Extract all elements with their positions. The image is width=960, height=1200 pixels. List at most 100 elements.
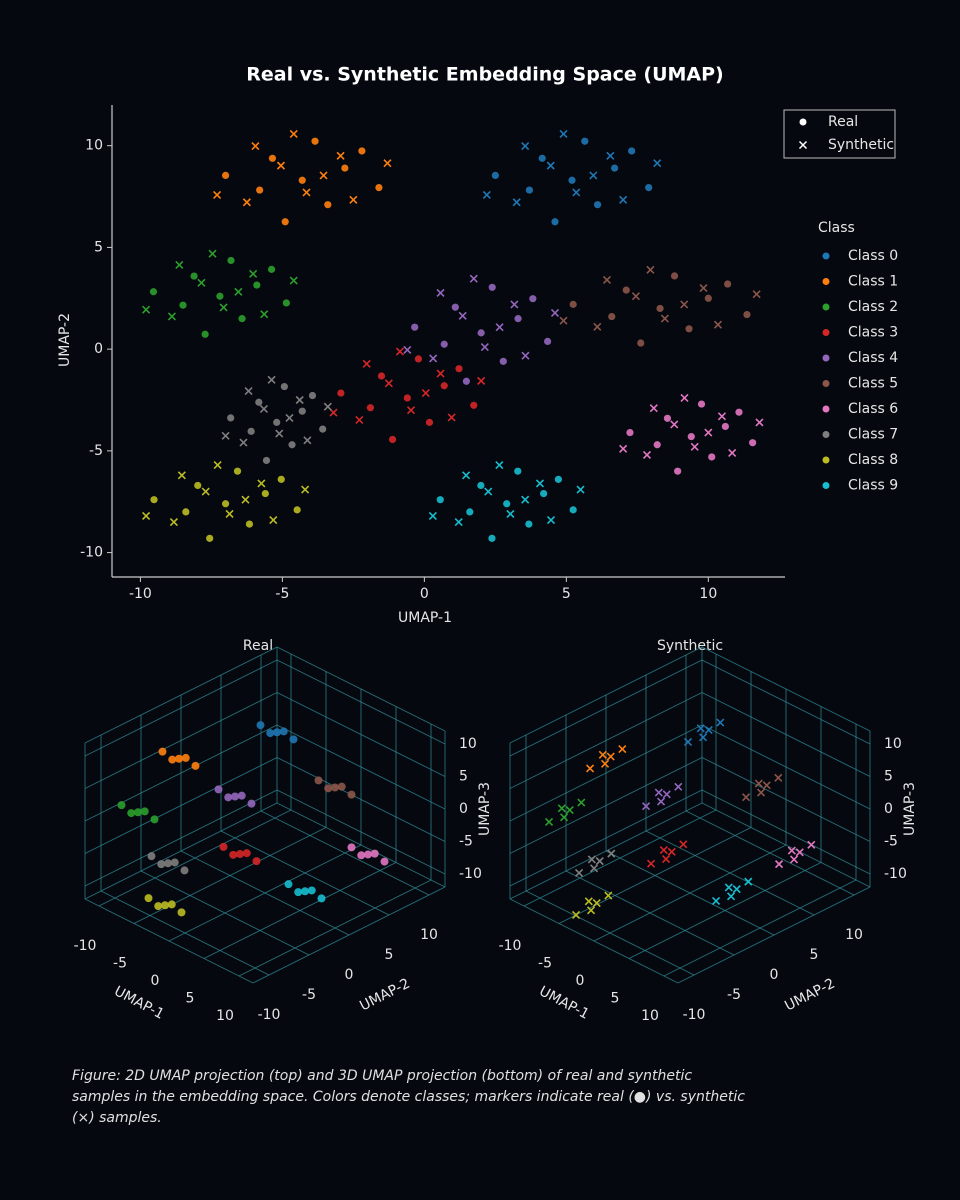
point-real	[540, 489, 548, 498]
point-real	[529, 295, 537, 303]
point-synthetic	[336, 151, 345, 160]
grid-line	[84, 757, 278, 854]
point-3d	[180, 866, 189, 875]
point-synthetic	[755, 418, 764, 427]
point-real	[697, 400, 706, 408]
point-3d	[598, 750, 607, 759]
y-tick-label: -5	[302, 987, 316, 1003]
point-synthetic	[602, 275, 612, 285]
point-real	[377, 372, 386, 380]
point-synthetic	[197, 278, 206, 287]
legend-label: Class 1	[848, 274, 898, 290]
point-3d	[679, 840, 688, 849]
point-synthetic	[383, 159, 392, 168]
legend-label: Synthetic	[828, 137, 894, 153]
point-synthetic	[142, 511, 151, 521]
point-3d	[744, 877, 753, 886]
grid-line	[509, 789, 703, 887]
point-3d	[656, 797, 666, 806]
point-real	[337, 389, 345, 397]
legend-swatch	[822, 482, 830, 489]
point-real	[253, 281, 261, 289]
point-real	[268, 154, 277, 162]
point-synthetic	[670, 420, 679, 429]
grid-line	[100, 890, 270, 976]
point-3d	[181, 753, 190, 762]
grid-line	[180, 850, 350, 936]
point-synthetic	[495, 461, 504, 470]
point-real	[525, 520, 533, 528]
point-real	[256, 186, 264, 194]
point-3d	[134, 808, 142, 817]
point-3d	[557, 804, 566, 813]
point-synthetic	[302, 188, 311, 197]
grid-line	[220, 830, 390, 916]
point-3d	[307, 886, 316, 895]
point-synthetic	[550, 308, 560, 317]
point-synthetic	[142, 305, 151, 314]
point-3d	[641, 802, 651, 811]
point-synthetic	[546, 161, 555, 170]
grid-line	[140, 870, 310, 956]
point-real	[685, 325, 693, 333]
point-synthetic	[319, 171, 328, 180]
legend-label: Class 4	[848, 350, 898, 366]
point-real	[674, 467, 682, 475]
point-3d	[364, 850, 372, 859]
grid-line	[276, 789, 446, 875]
point-3d	[595, 857, 604, 866]
point-synthetic	[169, 518, 178, 527]
x-tick-label: 5	[562, 586, 571, 602]
legend-swatch	[822, 405, 830, 413]
point-3d	[654, 788, 663, 797]
point-real	[581, 137, 589, 145]
point-3d	[698, 733, 708, 742]
point-synthetic	[201, 487, 210, 496]
point-real	[277, 475, 285, 483]
point-real	[440, 382, 448, 390]
point-real	[221, 500, 230, 508]
point-3d	[284, 880, 293, 889]
point-3d	[762, 781, 771, 790]
x-tick-label: -10	[499, 938, 522, 954]
point-real	[544, 337, 552, 346]
point-real	[150, 496, 158, 504]
z-tick-label: -5	[884, 834, 898, 850]
point-synthetic	[275, 429, 284, 438]
point-3d	[754, 779, 763, 788]
point-real	[308, 391, 317, 400]
point-3d	[807, 840, 816, 849]
x-tick-label: 10	[216, 1008, 234, 1024]
x-tick-label: 5	[611, 991, 620, 1007]
point-real	[687, 433, 695, 441]
x-tick-label: 0	[576, 973, 585, 989]
point-synthetic	[447, 413, 456, 422]
point-3d	[662, 790, 671, 799]
legend-marker-real	[799, 118, 807, 126]
point-real	[206, 534, 214, 542]
point-synthetic	[295, 395, 304, 405]
point-synthetic	[680, 300, 689, 309]
point-synthetic	[239, 438, 248, 447]
point-real	[221, 171, 230, 179]
point-real	[656, 304, 664, 313]
point-3d	[177, 908, 186, 917]
point-synthetic	[559, 316, 568, 325]
point-synthetic	[349, 195, 358, 204]
point-synthetic	[704, 428, 713, 437]
point-3d	[704, 726, 713, 735]
point-synthetic	[355, 415, 364, 425]
marker-legend-box	[783, 109, 896, 159]
grid-line	[685, 810, 855, 896]
legend-label: Class 3	[848, 325, 898, 341]
point-3d	[724, 883, 733, 892]
point-3d	[618, 745, 627, 754]
point-real	[298, 176, 306, 184]
point-3d	[574, 868, 584, 878]
point-3d	[229, 850, 238, 859]
point-real	[194, 481, 202, 490]
point-real	[403, 394, 411, 402]
point-real	[626, 428, 634, 437]
point-synthetic	[521, 142, 530, 151]
point-real	[724, 280, 732, 288]
